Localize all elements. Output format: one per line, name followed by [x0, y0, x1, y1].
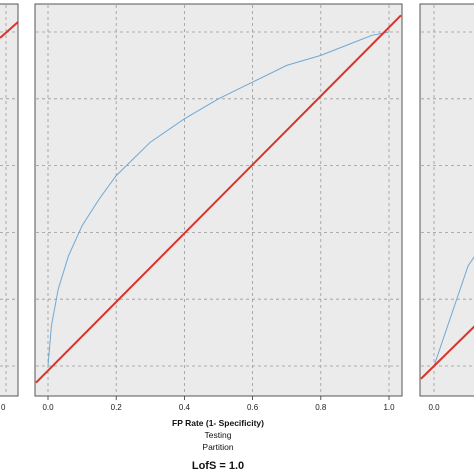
x-tick-label-5: 1.0 — [383, 403, 395, 412]
right-panel-grid — [421, 5, 474, 395]
center-panel-grid — [36, 5, 401, 395]
x-tick-label-2: 0.4 — [179, 403, 191, 412]
x-tick-label-4: 0.8 — [315, 403, 327, 412]
x-tick-label-0: 0.0 — [42, 403, 54, 412]
left-panel: 0 — [0, 3, 19, 412]
subtitle-line-2: Partition — [202, 442, 233, 452]
left-diagonal-line — [0, 21, 19, 39]
x-tick-label-1: 0.2 — [111, 403, 123, 412]
center-panel: 0.0 0.2 0.4 0.6 0.8 1.0 FP Rate (1- Spec… — [34, 3, 403, 472]
right-x-tick-label: 0.0 — [428, 403, 440, 412]
subtitle-line-1: Testing — [205, 430, 232, 440]
center-x-tick-marks — [47, 396, 390, 400]
right-panel: 0.0 — [419, 3, 474, 412]
x-tick-label-3: 0.6 — [247, 403, 259, 412]
center-diagonal-line — [35, 14, 402, 384]
footer-label: LofS = 1.0 — [192, 460, 244, 472]
center-roc-curve — [47, 31, 390, 367]
right-panel-background — [419, 3, 474, 397]
left-panel-background — [0, 3, 19, 397]
left-x-tick-label: 0 — [1, 403, 6, 412]
x-axis-title: FP Rate (1- Specificity) — [172, 418, 264, 428]
right-roc-curve — [433, 256, 474, 367]
left-panel-grid — [0, 5, 17, 395]
